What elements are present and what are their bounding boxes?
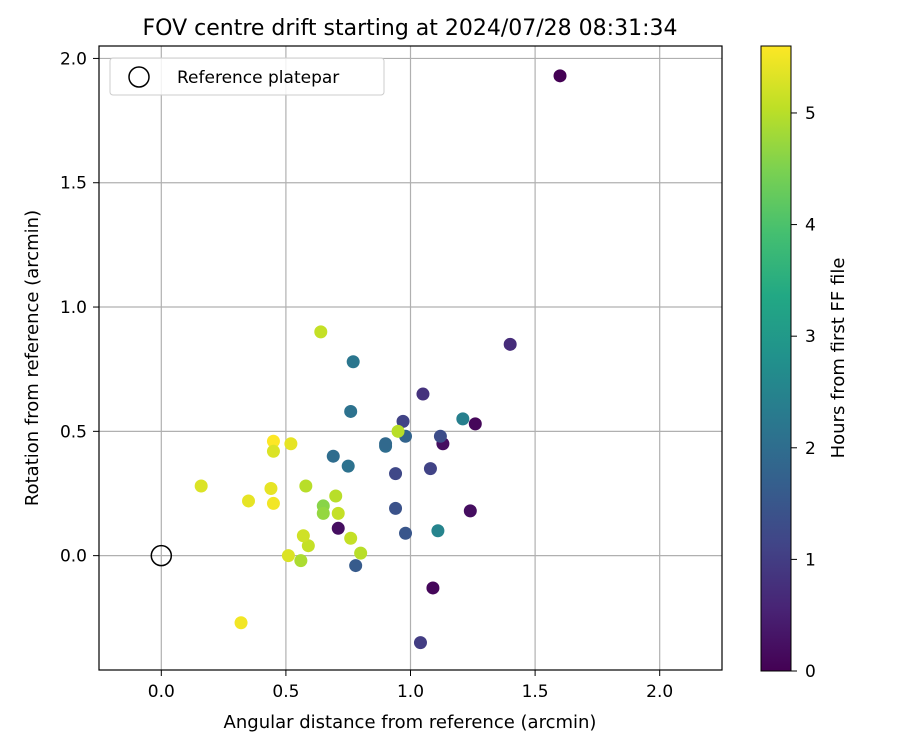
colorbar-tick-label: 1 [805, 550, 816, 570]
data-point [431, 524, 445, 538]
x-axis-label: Angular distance from reference (arcmin) [224, 712, 597, 733]
data-point [468, 417, 482, 431]
data-point [331, 506, 345, 520]
x-axis-ticks: 0.0 0.5 1.0 1.5 2.0 [148, 670, 673, 702]
data-point [456, 412, 470, 426]
data-point [331, 521, 345, 535]
colorbar-tick-label: 0 [805, 662, 816, 682]
data-point [266, 434, 280, 448]
y-tick-label: 2.0 [60, 49, 87, 69]
x-tick-label: 2.0 [646, 682, 673, 702]
data-point [433, 429, 447, 443]
legend-marker-icon [128, 66, 150, 88]
x-tick-label: 1.0 [397, 682, 424, 702]
colorbar-tick-label: 2 [805, 439, 816, 459]
colorbar-tick-label: 4 [805, 216, 816, 236]
y-tick-label: 1.0 [60, 298, 87, 318]
data-point [301, 539, 315, 553]
data-point [399, 526, 413, 540]
data-point [329, 489, 343, 503]
data-point [296, 529, 310, 543]
data-point [379, 437, 393, 451]
y-axis-ticks: 0.0 0.5 1.0 1.5 2.0 [60, 49, 99, 567]
reference-platepar-marker [150, 544, 173, 567]
reference-marker [150, 544, 173, 567]
x-tick-label: 0.0 [148, 682, 175, 702]
data-point [396, 414, 410, 428]
y-axis-label: Rotation from reference (arcmin) [22, 210, 43, 506]
data-point [266, 496, 280, 510]
colorbar: 0 1 2 3 4 5 Hours from first FF file [760, 45, 849, 682]
data-point [266, 444, 280, 458]
data-point [346, 355, 360, 369]
x-tick-label: 1.5 [522, 682, 549, 702]
data-point [463, 504, 477, 518]
grid [99, 46, 722, 670]
colorbar-label: Hours from first FF file [828, 258, 849, 459]
colorbar-tick-label: 5 [805, 104, 816, 124]
data-point [294, 554, 308, 568]
chart-title: FOV centre drift starting at 2024/07/28 … [143, 16, 678, 41]
colorbar-gradient [760, 45, 792, 672]
data-point [354, 546, 368, 560]
data-point [194, 479, 208, 493]
data-point [389, 501, 403, 515]
data-point [413, 636, 427, 650]
data-point [314, 325, 328, 339]
data-point [264, 482, 278, 496]
data-point [553, 69, 567, 83]
data-point [391, 424, 405, 438]
y-tick-label: 0.5 [60, 422, 87, 442]
data-point [344, 404, 358, 418]
colorbar-tick-label: 3 [805, 327, 816, 347]
data-point [344, 531, 358, 545]
data-point [316, 506, 330, 520]
data-point [284, 437, 298, 451]
y-tick-label: 1.5 [60, 174, 87, 194]
y-tick-label: 0.0 [60, 547, 87, 567]
data-point [341, 459, 355, 473]
data-point [416, 387, 430, 401]
data-point [299, 479, 313, 493]
data-point [503, 337, 517, 351]
data-point [326, 449, 340, 463]
data-point [349, 559, 363, 573]
data-point [389, 467, 403, 481]
legend: Reference platepar [109, 57, 385, 96]
legend-box [109, 57, 385, 96]
x-tick-label: 0.5 [272, 682, 299, 702]
legend-entry-reference: Reference platepar [177, 68, 339, 88]
data-point [426, 581, 440, 595]
data-point [281, 549, 295, 563]
data-point [234, 616, 248, 630]
data-point [423, 462, 437, 476]
data-point [242, 494, 256, 508]
data-points [194, 69, 567, 650]
colorbar-ticks: 0 1 2 3 4 5 [791, 104, 816, 682]
